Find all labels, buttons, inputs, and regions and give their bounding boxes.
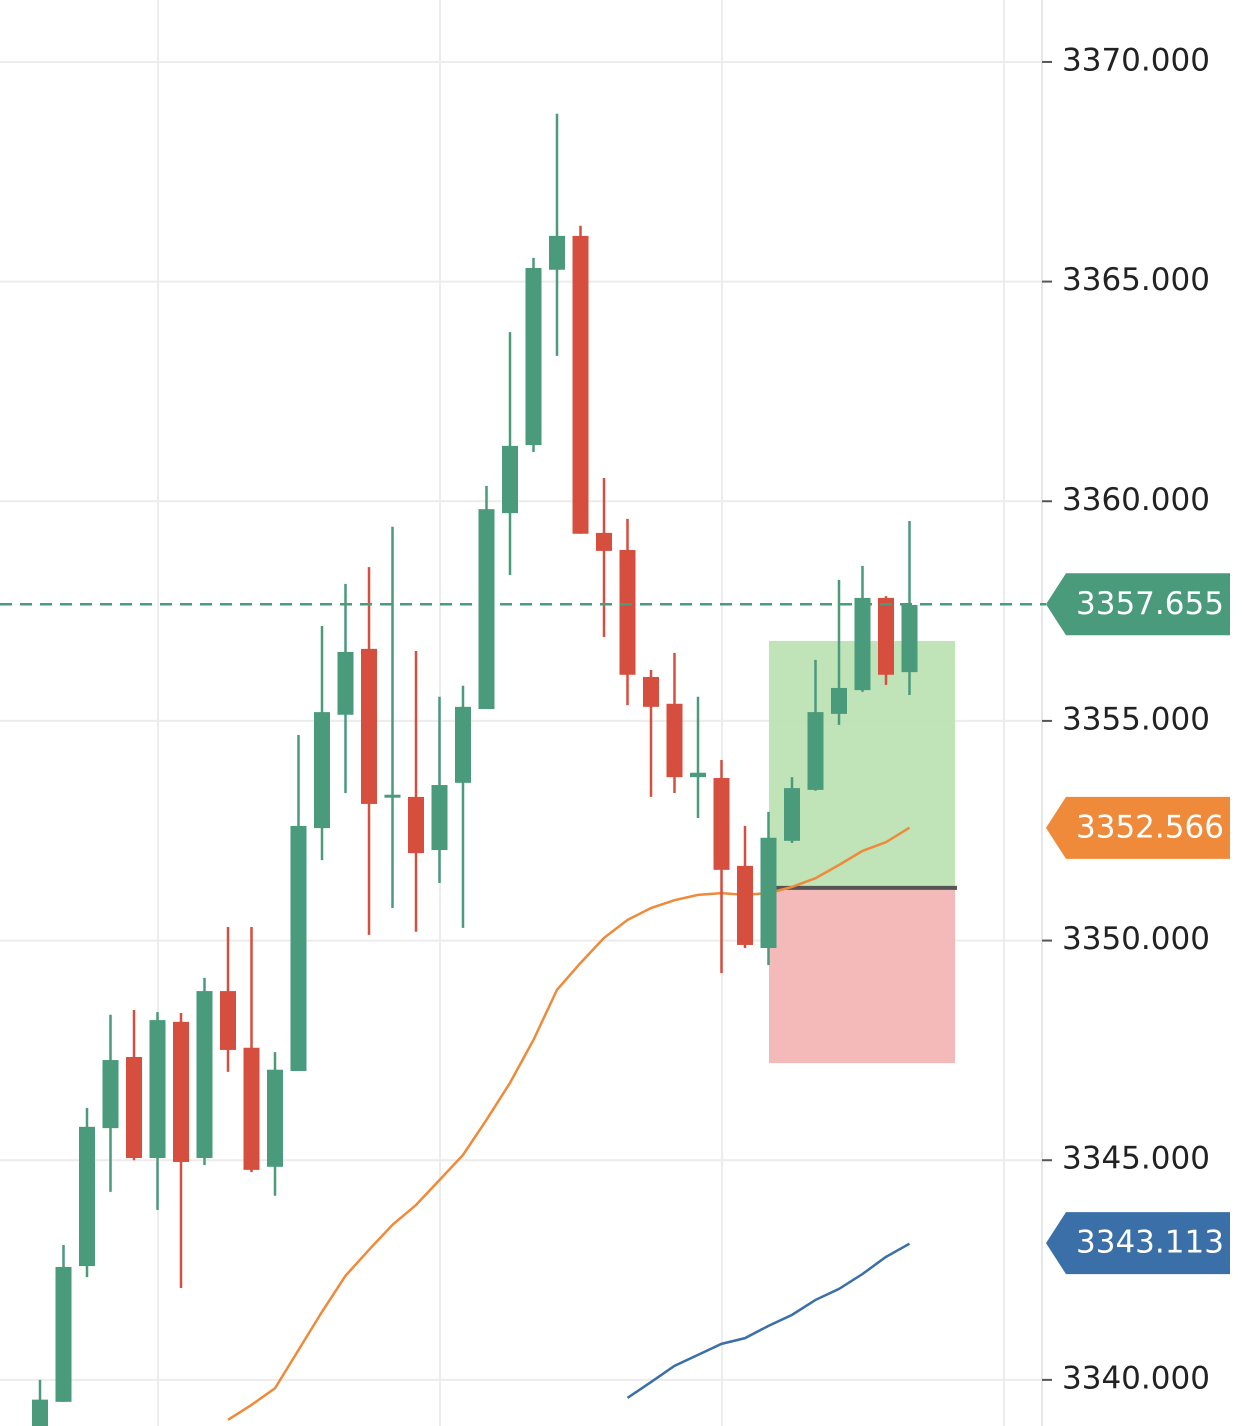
price-tag-label: 3357.655 [1076, 586, 1224, 622]
candle-body [455, 706, 471, 783]
candle-body [854, 597, 871, 691]
candle-body [713, 778, 730, 870]
candle-body [79, 1126, 95, 1267]
candle-body [784, 788, 800, 841]
candle-body [431, 785, 448, 851]
candle-body [807, 712, 824, 790]
candle-body [596, 532, 612, 551]
candle-body [502, 445, 518, 514]
candle-body [55, 1266, 72, 1402]
candle-body [901, 604, 918, 673]
y-tick-label: 3340.000 [1062, 1360, 1210, 1396]
candle-body [478, 509, 495, 710]
y-tick-label: 3365.000 [1062, 262, 1210, 298]
candle-body [549, 235, 565, 270]
candle-body [196, 991, 213, 1159]
moving-average-line [227, 826, 911, 1421]
candle-body [643, 676, 659, 707]
candle-body [737, 865, 753, 945]
candle-body [32, 1399, 48, 1426]
price-tag-label: 3343.113 [1076, 1225, 1224, 1261]
candle-body [173, 1021, 189, 1162]
candle-body [314, 712, 330, 829]
candle-body [267, 1069, 283, 1167]
price-tag-label: 3352.566 [1076, 809, 1224, 845]
candle-body [290, 825, 307, 1072]
candle-body [408, 796, 424, 854]
candle-body [760, 837, 777, 949]
candle-body [337, 651, 354, 715]
moving-average-line [626, 1242, 911, 1399]
candle-body [126, 1056, 142, 1159]
candle-body [878, 597, 894, 675]
y-tick-label: 3360.000 [1062, 482, 1210, 518]
candle-body [666, 703, 683, 778]
candle-body [572, 235, 589, 534]
grid [0, 0, 1042, 1426]
candle-body [619, 550, 636, 675]
candle-body [525, 267, 542, 446]
price-tag [1046, 796, 1230, 859]
candle-body [243, 1047, 260, 1170]
y-tick-label: 3345.000 [1062, 1141, 1210, 1177]
y-tick-label: 3355.000 [1062, 701, 1210, 737]
candle-body [220, 991, 236, 1050]
y-tick-label: 3350.000 [1062, 921, 1210, 957]
candle-body [149, 1020, 166, 1159]
candle-body [831, 687, 847, 714]
position-stop-zone [769, 887, 955, 1064]
candle-body [690, 772, 706, 778]
candle-body [102, 1060, 119, 1129]
candle-body [361, 648, 377, 804]
price-tag [1046, 1212, 1230, 1275]
y-tick-label: 3370.000 [1062, 42, 1210, 78]
candle-body [384, 794, 401, 798]
price-tag [1046, 573, 1230, 636]
